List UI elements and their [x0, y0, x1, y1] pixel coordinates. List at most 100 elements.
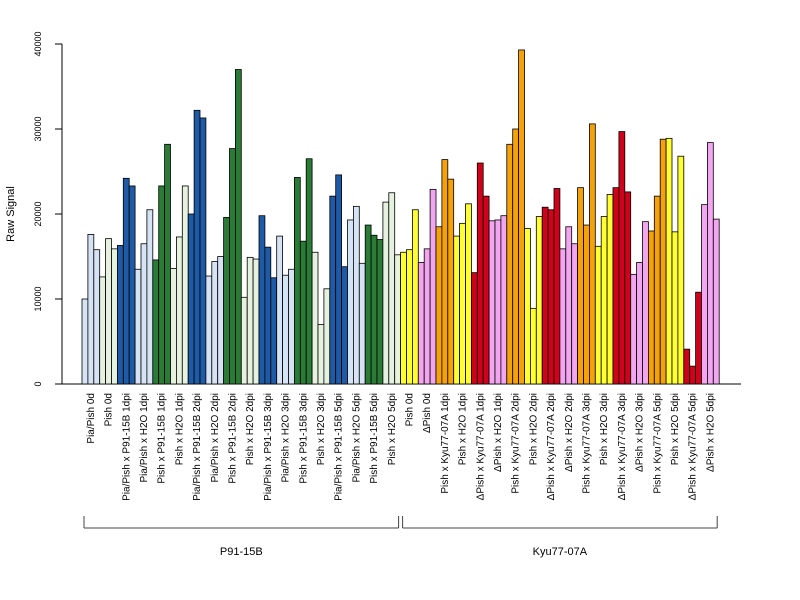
bar	[429, 188, 437, 385]
bar	[624, 191, 632, 385]
x-tick-label: ΔPish x H2O 3dpi	[635, 393, 646, 472]
bar	[175, 236, 183, 385]
bar	[229, 148, 236, 385]
bar	[400, 251, 407, 385]
bar	[689, 365, 697, 385]
bar	[376, 239, 384, 385]
bar	[205, 275, 213, 385]
bar	[547, 209, 555, 385]
bar	[158, 185, 165, 385]
bar	[494, 219, 502, 385]
x-tick-labels: Pia/Pish 0d Pish 0d Pia/Pish x P91-15B 1dp…	[86, 393, 716, 501]
bar	[535, 216, 543, 385]
bar	[146, 209, 154, 385]
bar	[447, 178, 455, 385]
bar	[677, 155, 685, 385]
y-tick-label: 40000	[33, 31, 43, 56]
bar	[199, 117, 207, 385]
bar	[111, 248, 118, 385]
bar	[488, 220, 496, 385]
y-axis-label: Raw Signal	[5, 186, 17, 242]
bar	[476, 162, 484, 385]
bar	[370, 234, 378, 385]
x-tick-label: Pia/Pish x H2O 1dpi	[139, 393, 150, 483]
bar	[211, 261, 219, 385]
x-tick-label: Pish x Kyu77-07A 3dpi	[581, 393, 592, 494]
x-tick-label: Pish x Kyu77-07A 2dpi	[511, 393, 522, 494]
bar	[234, 69, 242, 385]
bar	[506, 143, 514, 385]
bar	[482, 195, 490, 385]
bar	[270, 277, 278, 385]
bar	[311, 251, 319, 385]
bar	[712, 218, 720, 385]
bar	[618, 131, 626, 385]
bar	[358, 262, 366, 385]
bar	[411, 209, 419, 385]
x-tick-label: Pia/Pish x P91-15B 5dpi	[334, 393, 345, 501]
x-tick-label: ΔPish x Kyu77-07A 2dpi	[546, 393, 557, 500]
bar	[293, 177, 301, 385]
bar	[240, 296, 248, 385]
x-tick-label: ΔPish 0d	[422, 393, 433, 433]
bars	[62, 49, 741, 385]
bar	[347, 219, 354, 385]
bar	[600, 216, 608, 385]
x-tick-label: Pish x P91-15B 2dpi	[227, 393, 238, 484]
bar	[105, 238, 112, 385]
bar	[636, 262, 643, 385]
bar	[518, 49, 525, 385]
bar	[394, 254, 402, 385]
y-tick-label: 30000	[33, 116, 43, 141]
group-brackets: P91-15B Kyu77-07A	[83, 516, 718, 558]
bar	[341, 266, 348, 385]
x-tick-label: Pish x P91-15B 3dpi	[298, 393, 309, 484]
bar	[707, 142, 714, 385]
bar	[701, 204, 708, 385]
bar	[164, 143, 171, 385]
bar	[134, 268, 142, 385]
bar	[459, 222, 466, 385]
bar	[594, 245, 602, 385]
y-tick-label: 0	[33, 381, 43, 386]
bar	[193, 109, 201, 385]
bar	[276, 235, 284, 385]
bar	[258, 215, 266, 385]
x-tick-label: ΔPish x Kyu77-07A 1dpi	[475, 393, 486, 500]
x-tick-label: Pia/Pish x P91-15B 2dpi	[192, 393, 203, 501]
group-label: Kyu77-07A	[533, 546, 588, 558]
bar	[122, 177, 130, 385]
bar	[683, 348, 691, 385]
group-label: P91-15B	[220, 546, 263, 558]
x-tick-label: Pish x P91-15B 5dpi	[369, 393, 380, 484]
x-tick-label: ΔPish x Kyu77-07A 5dpi	[688, 393, 699, 500]
x-tick-label: Pish x H2O 3dpi	[599, 393, 610, 465]
bar	[577, 187, 584, 385]
x-tick-label: Pish x H2O 3dpi	[316, 393, 327, 465]
bar	[565, 226, 573, 385]
bar	[352, 205, 360, 385]
bar	[417, 262, 425, 385]
bar	[553, 188, 561, 385]
x-tick-label: Pia/Pish x H2O 2dpi	[210, 393, 221, 483]
bar	[140, 243, 148, 385]
bar	[530, 307, 537, 385]
bar	[606, 194, 614, 385]
y-axis: 0 10000 20000 30000 40000	[33, 31, 63, 387]
bar	[364, 224, 372, 385]
bar	[653, 195, 661, 385]
x-tick-label: ΔPish x H2O 1dpi	[493, 393, 504, 472]
bar	[571, 243, 579, 385]
x-tick-label: ΔPish x Kyu77-07A 3dpi	[617, 393, 628, 500]
bar	[524, 228, 531, 385]
bar	[87, 233, 95, 385]
bar	[264, 246, 272, 385]
bar	[465, 203, 472, 385]
x-tick-label: ΔPish x H2O 2dpi	[564, 393, 575, 472]
bar	[217, 256, 224, 385]
bar	[453, 235, 461, 385]
x-tick-label: Pia/Pish 0d	[86, 393, 97, 444]
bar	[329, 195, 337, 385]
